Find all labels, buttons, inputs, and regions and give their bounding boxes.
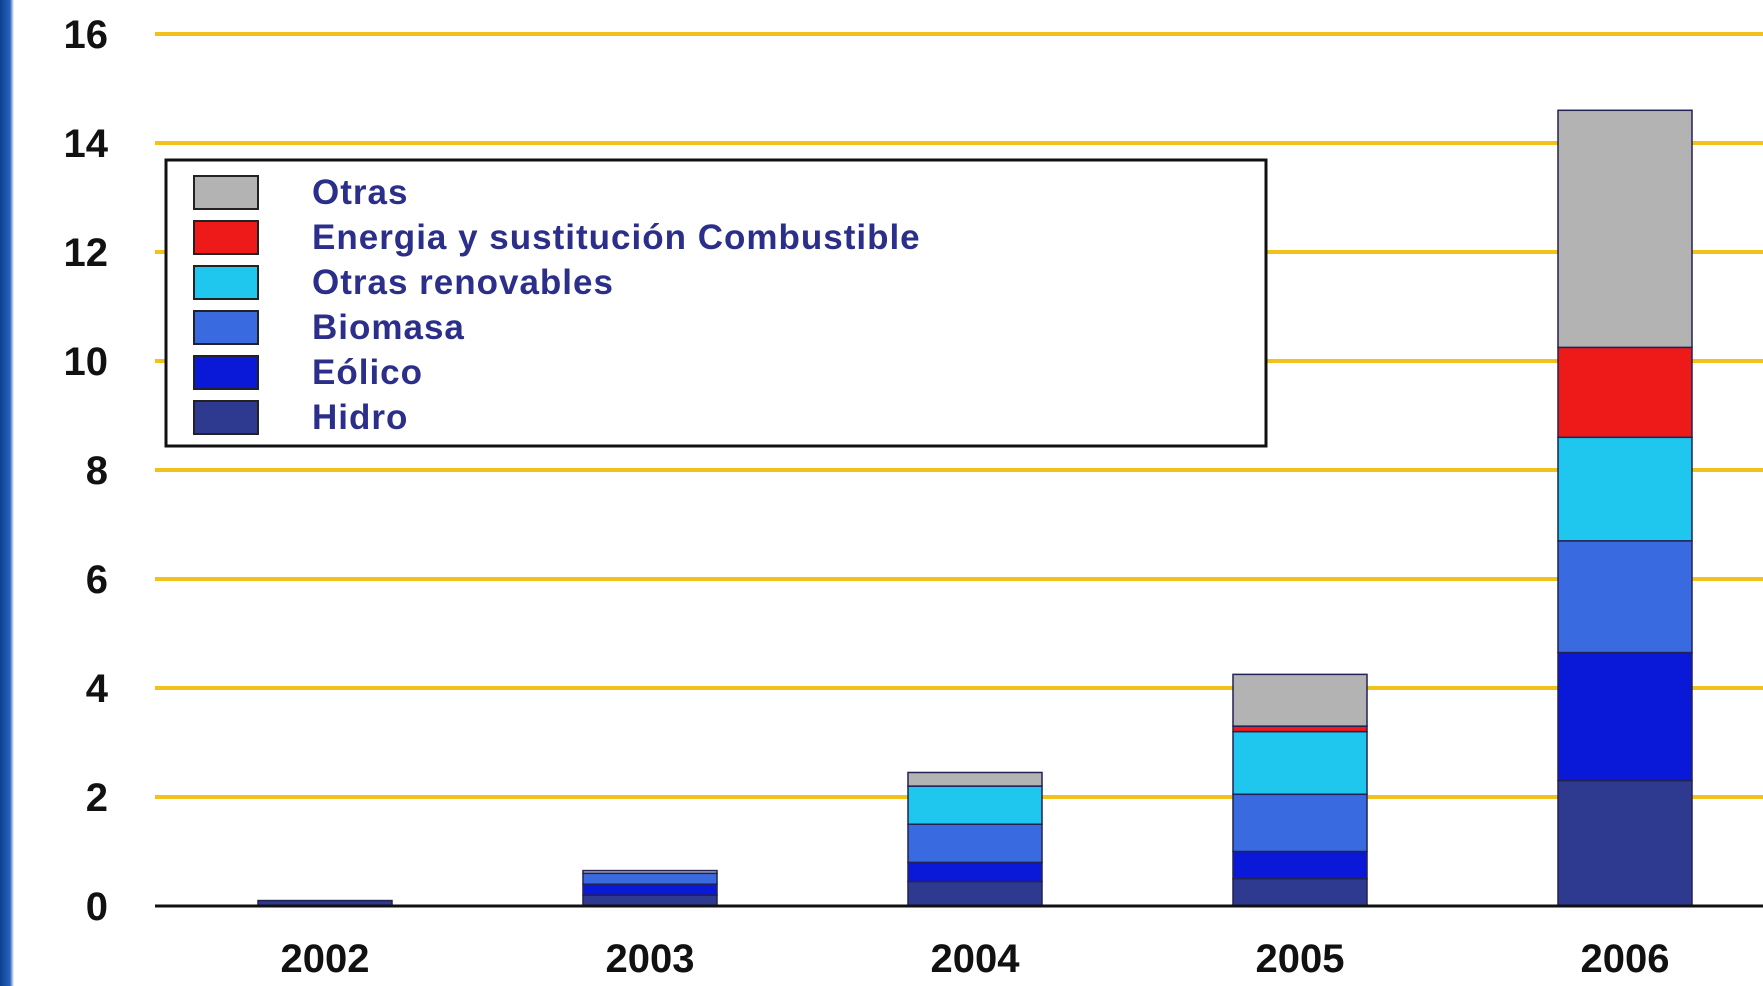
legend-label: Biomasa: [312, 308, 465, 347]
legend-box: [164, 158, 1268, 448]
legend-label: Energia y sustitución Combustible: [312, 218, 921, 257]
legend-swatch: [193, 220, 259, 255]
y-tick-label: 8: [86, 449, 108, 493]
bar-segment: [582, 869, 718, 875]
bar-segment: [1232, 878, 1368, 907]
bar-segment: [582, 883, 718, 896]
y-tick-label: 4: [86, 667, 109, 711]
x-axis: 2002 2003 2004 2005 2006: [281, 937, 1670, 981]
bar-segment: [1557, 779, 1693, 907]
bar-segment: [1232, 730, 1368, 796]
y-axis: 0 2 4 6 8 10 12 14 16: [64, 13, 109, 929]
bar-segment: [1557, 436, 1693, 542]
legend-swatch: [193, 400, 259, 435]
bar-segment: [1557, 109, 1693, 349]
x-tick-label: 2006: [1581, 937, 1670, 981]
bar-segment: [1557, 540, 1693, 654]
bar-segment: [582, 894, 718, 907]
legend-label: Otras renovables: [312, 263, 614, 302]
bar-segment: [1557, 651, 1693, 782]
bar-segment: [1232, 725, 1368, 733]
legend-swatch: [193, 175, 259, 210]
bar-segment: [582, 872, 718, 885]
y-tick-label: 16: [64, 13, 109, 57]
bar-segment: [907, 861, 1043, 883]
x-tick-label: 2005: [1256, 937, 1345, 981]
y-tick-label: 10: [64, 340, 109, 384]
legend-swatch: [193, 355, 259, 390]
bar-segment: [1232, 850, 1368, 880]
legend-swatch: [193, 265, 259, 300]
bar-segment: [1232, 793, 1368, 853]
bar-segment: [1557, 346, 1693, 439]
y-tick-label: 0: [86, 885, 108, 929]
bar-segment: [907, 771, 1043, 787]
legend-label: Otras: [312, 173, 408, 212]
bar-segment: [907, 785, 1043, 825]
legend-label: Eólico: [312, 353, 423, 392]
y-tick-label: 6: [86, 558, 108, 602]
y-tick-label: 2: [86, 776, 108, 820]
x-tick-label: 2004: [931, 937, 1021, 981]
x-tick-label: 2003: [606, 937, 695, 981]
bar-segment: [1232, 673, 1368, 727]
bar-segment: [907, 880, 1043, 907]
x-tick-label: 2002: [281, 937, 370, 981]
y-tick-label: 12: [64, 231, 109, 275]
y-tick-label: 14: [64, 122, 109, 166]
legend-swatch: [193, 310, 259, 345]
bar-segment: [907, 823, 1043, 864]
legend-label: Hidro: [312, 398, 408, 437]
legend: Otras Energia y sustitución Combustible Ot…: [164, 158, 1268, 448]
bars: [257, 109, 1693, 907]
